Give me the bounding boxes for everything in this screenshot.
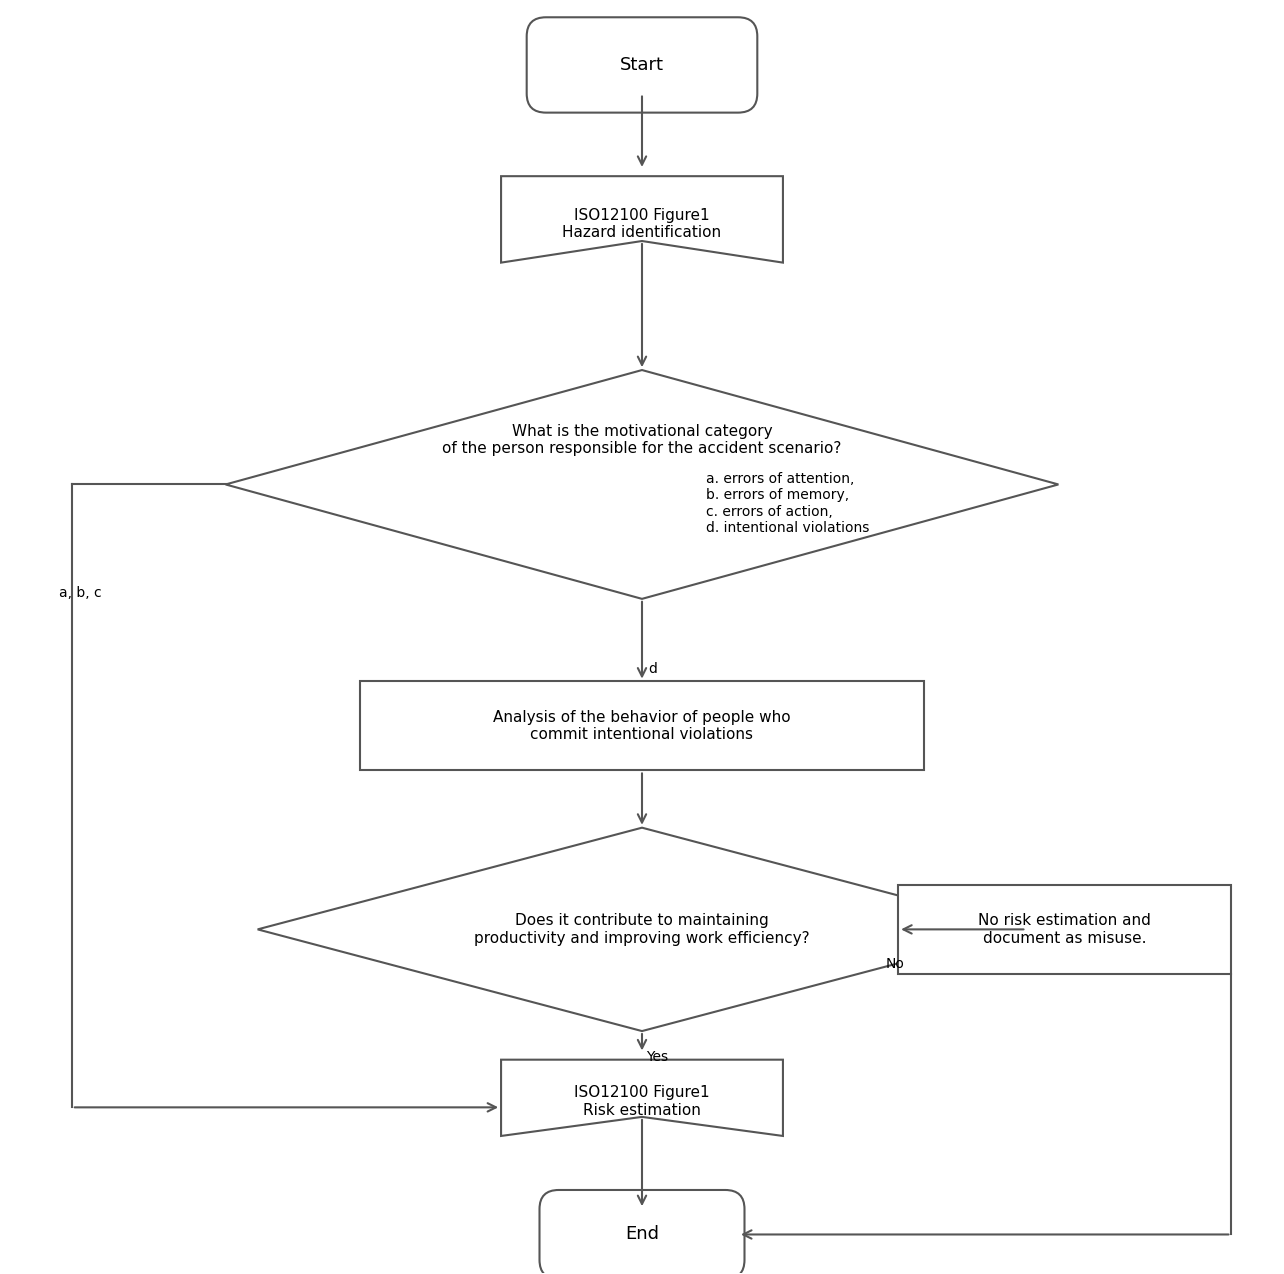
Text: a, b, c: a, b, c (59, 586, 101, 600)
Text: ISO12100 Figure1
Risk estimation: ISO12100 Figure1 Risk estimation (574, 1085, 710, 1117)
Polygon shape (258, 828, 1026, 1031)
Text: a. errors of attention,
b. errors of memory,
c. errors of action,
d. intentional: a. errors of attention, b. errors of mem… (706, 473, 869, 535)
FancyBboxPatch shape (539, 1190, 745, 1274)
Text: ISO12100 Figure1
Hazard identification: ISO12100 Figure1 Hazard identification (562, 208, 722, 240)
Text: Start: Start (620, 56, 664, 74)
FancyBboxPatch shape (526, 18, 758, 112)
Text: Yes: Yes (646, 1050, 668, 1064)
Text: What is the motivational category
of the person responsible for the accident sce: What is the motivational category of the… (442, 424, 842, 456)
Text: No risk estimation and
document as misuse.: No risk estimation and document as misus… (978, 913, 1152, 945)
Polygon shape (501, 176, 783, 262)
Polygon shape (226, 369, 1058, 599)
Text: End: End (625, 1226, 659, 1243)
Bar (360, 682, 924, 771)
Polygon shape (501, 1060, 783, 1136)
Text: Analysis of the behavior of people who
commit intentional violations: Analysis of the behavior of people who c… (493, 710, 791, 743)
Text: No: No (886, 957, 904, 971)
Bar (899, 885, 1231, 973)
Text: d: d (648, 661, 657, 675)
Text: Does it contribute to maintaining
productivity and improving work efficiency?: Does it contribute to maintaining produc… (474, 913, 810, 945)
